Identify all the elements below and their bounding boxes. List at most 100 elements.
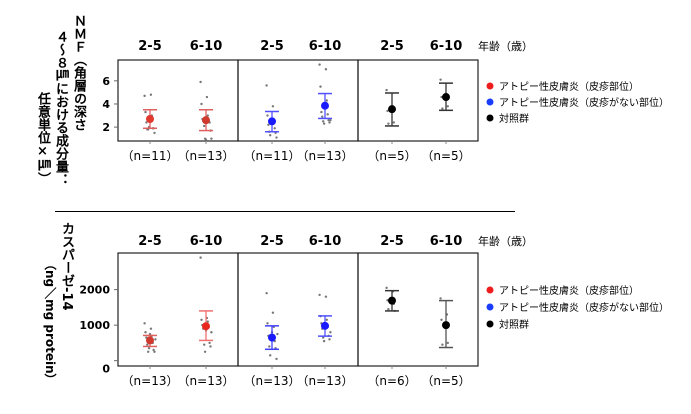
y-tick-label: 1000 [79,319,110,332]
data-point [276,332,279,336]
data-point [271,105,275,108]
age-group-label: 6-10 [190,234,223,249]
y-label-line: カスパーゼ-14 [59,222,74,311]
n-label: （n=13） [178,374,235,388]
mean-marker [268,333,276,342]
data-point [387,307,390,311]
legend-marker [486,82,494,90]
age-group-label: 2-5 [380,234,404,249]
data-point [322,336,325,339]
y-tick-label: 0 [102,363,110,376]
mean-marker [268,117,276,126]
data-point [269,354,272,357]
mean-marker [388,105,396,114]
data-point [446,105,449,108]
data-point [206,114,209,117]
data-point [439,297,442,300]
data-point [154,338,157,341]
data-point [149,93,153,96]
data-point [273,127,276,130]
data-point [318,293,321,297]
data-point [204,138,208,142]
y-tick-label: 4 [102,98,110,111]
data-point [275,136,278,139]
panel-frame [357,252,479,367]
mean-marker [442,321,450,330]
mean-marker [321,101,329,110]
mean-marker [146,115,154,124]
data-point [324,295,328,298]
panel-frame [117,252,239,367]
y-label-line: ＮＭＦ（角層の深さ [71,14,86,131]
mean-marker [202,322,210,331]
data-point [203,124,206,128]
age-group-label: 6-10 [309,39,342,54]
data-point [324,68,328,71]
data-point [266,114,269,117]
n-label: （n=11） [244,149,301,163]
legend-label: 対照群 [499,112,529,125]
age-group-label: 2-5 [380,39,404,54]
legend-marker [486,98,494,106]
n-label: （n=5） [421,374,470,388]
section-divider [55,211,515,212]
age-group-label: 2-5 [260,234,284,249]
data-point [147,350,150,353]
data-point [199,80,202,84]
data-point [439,78,442,81]
data-point [322,122,326,125]
n-label: （n=13） [297,374,354,388]
data-point [320,110,323,114]
mean-marker [442,93,450,102]
data-point [385,88,388,92]
panel-frame [117,59,239,142]
y-label-line: 任意単位×㎛） [35,92,50,185]
data-point [267,123,270,127]
data-point [385,286,388,290]
y-tick-label: 6 [102,75,110,88]
data-point [210,331,213,334]
data-point [265,291,268,295]
data-point [199,256,202,259]
data-point [266,322,269,325]
data-point [275,357,278,361]
age-axis-label: 年齢（歳） [478,39,533,53]
data-point [145,121,148,124]
data-point [143,322,146,325]
data-point [328,338,331,341]
n-label: （n=13） [122,374,179,388]
data-point [208,341,211,345]
panel-frame [357,59,479,142]
data-point [325,318,328,322]
y-tick-label: 2000 [79,284,110,297]
data-point [203,350,207,353]
n-label: （n=13） [297,149,354,163]
data-point [441,343,444,346]
n-label: （n=13） [244,374,301,388]
age-group-label: 6-10 [309,234,342,249]
data-point [387,122,390,125]
data-point [265,84,268,87]
age-group-label: 2-5 [260,39,284,54]
legend-label: アトピー性皮膚炎（皮疹部位） [499,284,639,297]
data-point [392,121,395,124]
data-point [325,99,328,102]
data-point [153,350,156,353]
legend-label: 対照群 [499,318,529,331]
age-axis-label: 年齢（歳） [478,234,533,248]
data-point [206,320,209,323]
legend-label: アトピー性皮膚炎（皮疹がない部位） [499,96,669,109]
data-point [386,109,389,113]
data-point [200,318,203,322]
data-point [318,63,321,66]
legend-marker [486,114,494,122]
data-point [144,331,147,334]
age-group-label: 2-5 [138,234,162,249]
data-point [328,121,331,124]
legend-marker [486,303,494,311]
data-point [146,343,149,346]
data-point [152,348,155,352]
data-point [147,347,151,350]
data-point [319,85,322,88]
data-point [210,137,213,140]
